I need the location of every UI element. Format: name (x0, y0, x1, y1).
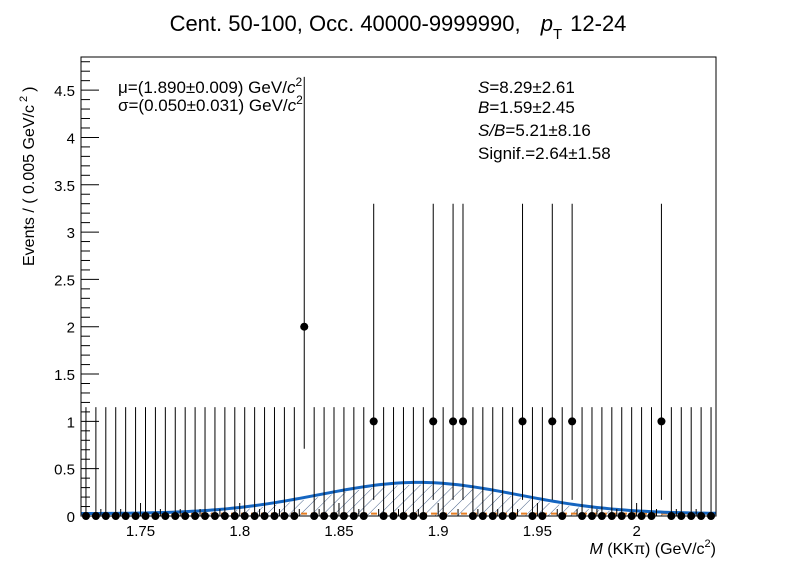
x-axis-label-var: M (590, 541, 604, 558)
y-tick-label: 1.5 (54, 367, 75, 384)
annotation-sigma-text: =(0.050±0.031) GeV/ (129, 96, 288, 115)
data-point (458, 417, 467, 426)
y-axis-label-close: ) (21, 87, 38, 92)
y-tick-label: 2.5 (54, 272, 75, 289)
data-points-layer (81, 76, 716, 520)
y-tick-label: 0.5 (54, 462, 75, 479)
annotation-s-over-b-label: S/B (478, 121, 505, 140)
y-tick-label: 3 (67, 225, 75, 242)
annotation-significance: Signif.=2.64±1.58 (478, 144, 611, 163)
x-tick-label: 2 (632, 523, 640, 540)
annotation-sigma: σ=(0.050±0.031) GeV/c2 (118, 93, 303, 115)
annotation-mu-unit: c (287, 78, 296, 97)
x-axis-label-sup: 2 (705, 538, 711, 550)
annotation-mu-symbol: μ (118, 78, 128, 97)
x-tick-label: 1.9 (428, 523, 449, 540)
annotation-signal-value: =8.29±2.61 (489, 78, 574, 97)
fit-curve (80, 480, 717, 516)
annotation-s-over-b-value: =5.21±8.16 (505, 121, 590, 140)
data-point (300, 322, 309, 331)
x-tick-label: 1.95 (523, 523, 552, 540)
annotation-s-over-b: S/B=5.21±8.16 (478, 121, 591, 140)
x-axis-label: M (KKπ) (GeV/c2) (590, 538, 717, 558)
annotation-background-label: B (478, 98, 489, 117)
y-tick-label: 0 (67, 509, 75, 526)
chart-title-pt: p (540, 11, 553, 36)
data-point (548, 417, 557, 426)
annotation-signal-label: S (478, 78, 490, 97)
fit-curve-layer (80, 480, 717, 516)
y-tick-label: 4.5 (54, 83, 75, 100)
annotation-sigma-unit: c (288, 96, 297, 115)
data-point (369, 417, 378, 426)
y-axis-label-body: Events / ( 0.005 GeV/c (21, 105, 38, 266)
plot-frame (80, 56, 717, 517)
data-point (449, 417, 458, 426)
annotation-mu-text: =(1.890±0.009) GeV/ (128, 78, 287, 97)
chart-title-pt-sub: T (553, 26, 562, 43)
y-tick-label: 1 (67, 414, 75, 431)
annotation-signal: S=8.29±2.61 (478, 78, 575, 97)
x-axis-label-body: (KKπ) (GeV/c (603, 541, 705, 558)
chart-title: Cent. 50-100, Occ. 40000-9999990, pT 12-2… (170, 11, 627, 43)
annotation-background: B=1.59±2.45 (478, 98, 575, 117)
chart-title-main: Cent. 50-100, Occ. 40000-9999990, (170, 11, 521, 36)
data-point (657, 417, 666, 426)
data-point (429, 417, 438, 426)
y-tick-label: 3.5 (54, 178, 75, 195)
x-tick-label: 1.8 (229, 523, 250, 540)
x-axis-label-close: ) (711, 541, 716, 558)
data-point (518, 417, 527, 426)
annotation-mu-sup: 2 (295, 75, 302, 89)
x-tick-label: 1.75 (126, 523, 155, 540)
annotation-mu: μ=(1.890±0.009) GeV/c2 (118, 75, 302, 97)
x-tick-label: 1.85 (324, 523, 353, 540)
chart-title-pt-range: 12-24 (570, 11, 626, 36)
y-tick-label: 2 (67, 320, 75, 337)
annotation-sigma-sup: 2 (296, 93, 303, 107)
y-tick-label: 4 (67, 130, 75, 147)
signal-fill-layer (81, 484, 716, 516)
y-axis-label-sup: 2 (18, 96, 30, 102)
signal-hatched-area (81, 484, 716, 516)
annotation-background-value: =1.59±2.45 (489, 98, 574, 117)
annotation-sigma-symbol: σ (118, 96, 129, 115)
y-axis-label: Events / ( 0.005 GeV/c 2) (18, 87, 38, 266)
data-point (568, 417, 577, 426)
axis-ticks-layer: 1.75 1.8 1.85 1.9 1.95 2 0 0.5 1 1.5 2 2.5 3 3.5 4 4.5 (54, 61, 717, 540)
